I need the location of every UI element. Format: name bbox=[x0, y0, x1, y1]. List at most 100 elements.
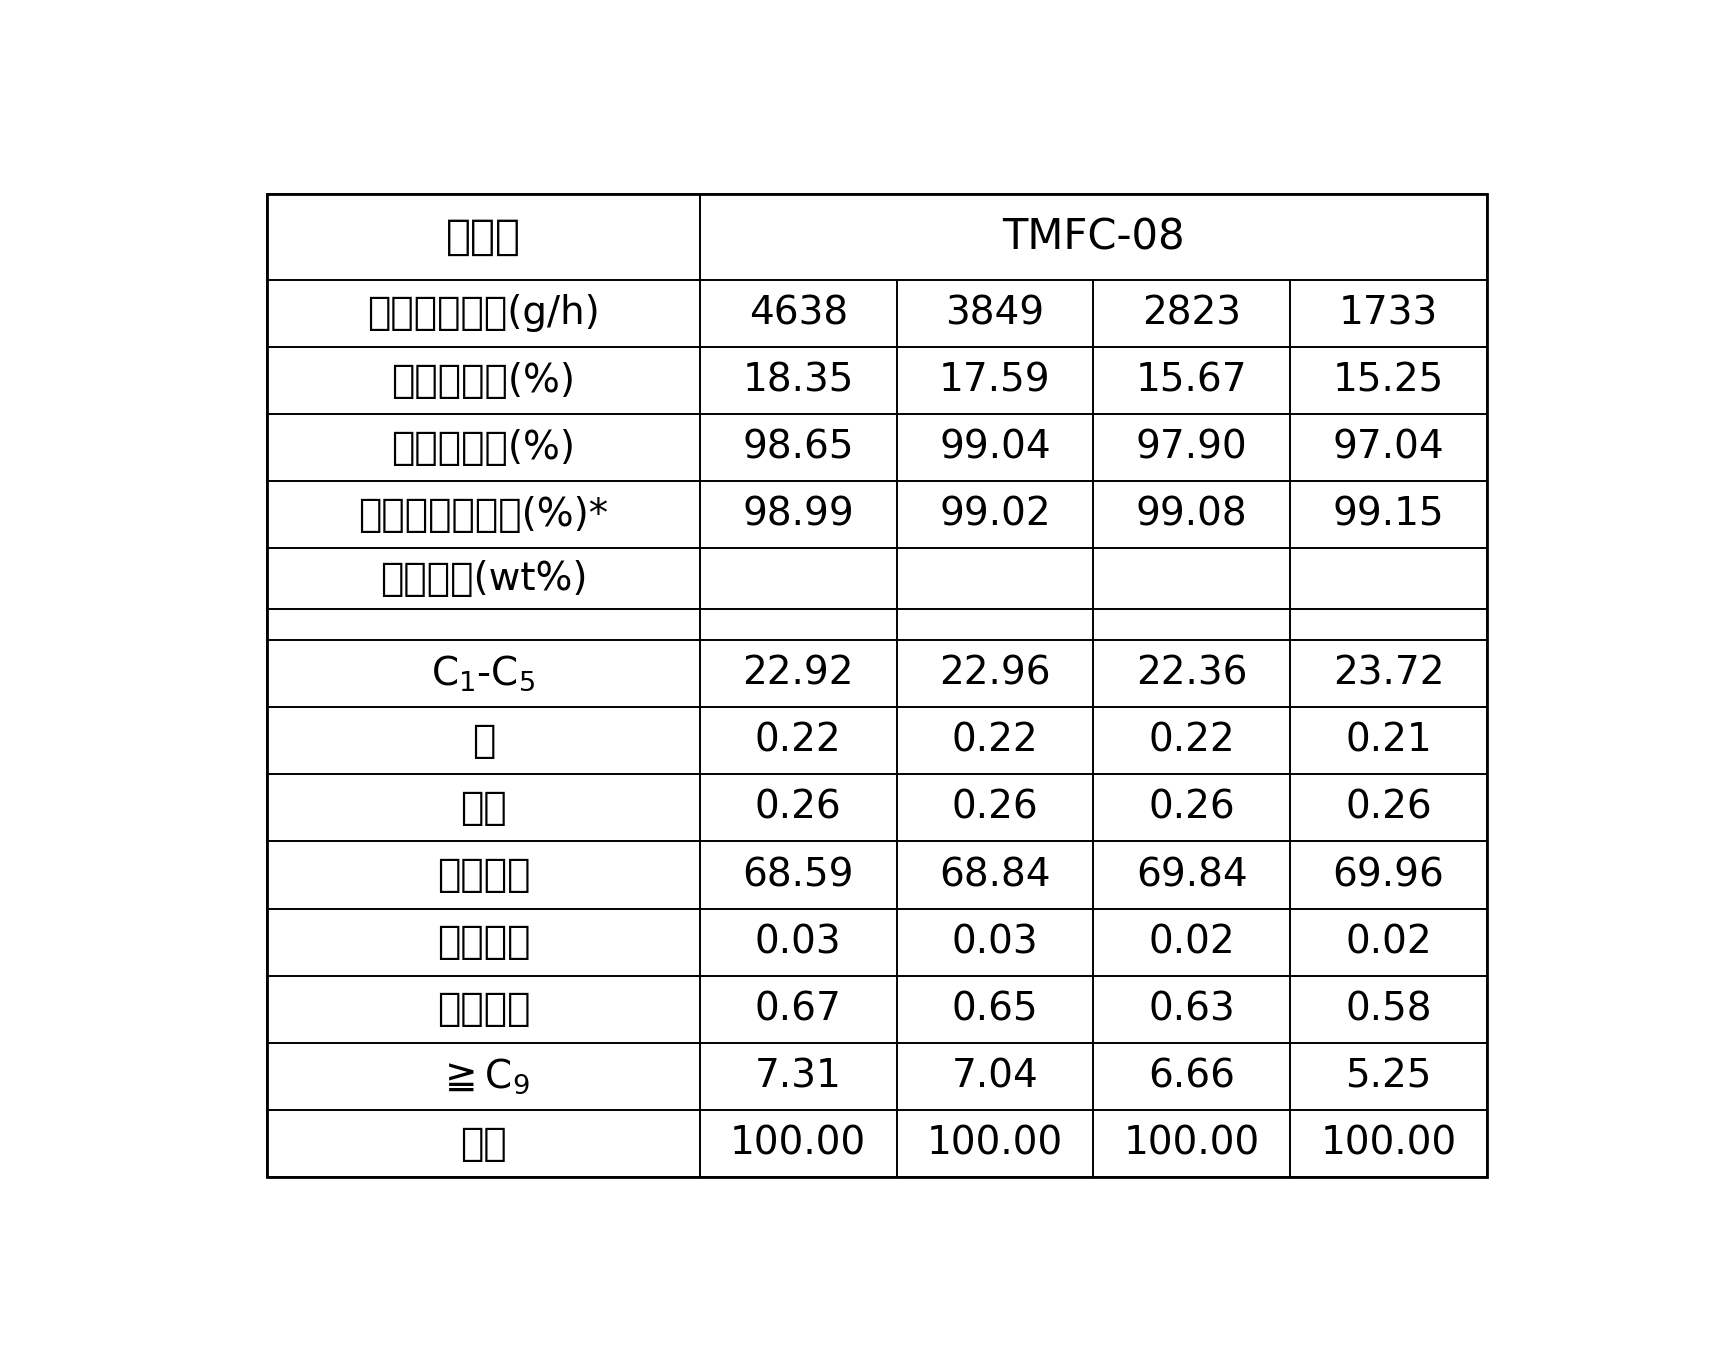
Bar bbox=[1290, 481, 1487, 549]
Text: 2823: 2823 bbox=[1143, 295, 1240, 333]
Bar bbox=[1093, 280, 1290, 346]
Bar bbox=[267, 346, 700, 414]
Bar bbox=[1093, 774, 1290, 842]
Bar bbox=[897, 346, 1093, 414]
Bar bbox=[267, 414, 700, 481]
Bar bbox=[267, 194, 700, 280]
Bar bbox=[1290, 976, 1487, 1043]
Bar bbox=[1290, 774, 1487, 842]
Bar bbox=[897, 976, 1093, 1043]
Bar bbox=[897, 414, 1093, 481]
Bar bbox=[1093, 842, 1290, 909]
Bar bbox=[1093, 708, 1290, 774]
Text: 18.35: 18.35 bbox=[743, 361, 854, 399]
Text: 甲醇转化率(%): 甲醇转化率(%) bbox=[392, 429, 575, 467]
Bar bbox=[267, 481, 700, 549]
Text: 0.63: 0.63 bbox=[1148, 990, 1235, 1028]
Bar bbox=[897, 708, 1093, 774]
Text: 100.00: 100.00 bbox=[1124, 1124, 1259, 1162]
Bar bbox=[267, 708, 700, 774]
Bar bbox=[1093, 346, 1290, 414]
Text: 0.26: 0.26 bbox=[755, 789, 842, 827]
Bar bbox=[1290, 1109, 1487, 1177]
Text: TMFC-08: TMFC-08 bbox=[1003, 216, 1184, 258]
Bar bbox=[1290, 640, 1487, 708]
Text: $\mathregular{C_1}$-$\mathregular{C_5}$: $\mathregular{C_1}$-$\mathregular{C_5}$ bbox=[431, 653, 536, 694]
Text: 7.04: 7.04 bbox=[951, 1058, 1039, 1096]
Bar bbox=[700, 280, 897, 346]
Text: 0.26: 0.26 bbox=[1345, 789, 1432, 827]
Text: 99.15: 99.15 bbox=[1333, 496, 1444, 534]
Bar bbox=[700, 640, 897, 708]
Text: 间二甲苯: 间二甲苯 bbox=[436, 923, 530, 961]
Bar bbox=[1093, 414, 1290, 481]
Text: 100.00: 100.00 bbox=[731, 1124, 866, 1162]
Text: 98.65: 98.65 bbox=[743, 429, 854, 467]
Bar bbox=[700, 842, 897, 909]
Text: 0.21: 0.21 bbox=[1345, 721, 1432, 759]
Bar bbox=[897, 1043, 1093, 1109]
Bar bbox=[1093, 549, 1290, 610]
Bar bbox=[267, 1043, 700, 1109]
Text: $\geqq \mathregular{C_9}$: $\geqq \mathregular{C_9}$ bbox=[436, 1057, 530, 1096]
Text: 1733: 1733 bbox=[1338, 295, 1439, 333]
Bar bbox=[1290, 346, 1487, 414]
Text: 6.66: 6.66 bbox=[1148, 1058, 1235, 1096]
Bar bbox=[1093, 640, 1290, 708]
Bar bbox=[267, 842, 700, 909]
Text: 97.04: 97.04 bbox=[1333, 429, 1444, 467]
Text: 68.59: 68.59 bbox=[743, 856, 854, 894]
Text: 3849: 3849 bbox=[946, 295, 1044, 333]
Bar bbox=[700, 1043, 897, 1109]
Text: 乙苯: 乙苯 bbox=[460, 789, 506, 827]
Text: 4638: 4638 bbox=[749, 295, 847, 333]
Text: 对二甲苯选择性(%)*: 对二甲苯选择性(%)* bbox=[358, 496, 609, 534]
Text: 69.84: 69.84 bbox=[1136, 856, 1247, 894]
Text: 0.03: 0.03 bbox=[951, 923, 1039, 961]
Text: 97.90: 97.90 bbox=[1136, 429, 1247, 467]
Bar bbox=[267, 280, 700, 346]
Text: 5.25: 5.25 bbox=[1345, 1058, 1432, 1096]
Bar bbox=[1290, 610, 1487, 640]
Bar bbox=[1290, 842, 1487, 909]
Text: 100.00: 100.00 bbox=[927, 1124, 1063, 1162]
Bar bbox=[267, 909, 700, 976]
Bar bbox=[1093, 481, 1290, 549]
Bar bbox=[700, 708, 897, 774]
Bar bbox=[1290, 1043, 1487, 1109]
Text: 17.59: 17.59 bbox=[939, 361, 1051, 399]
Text: 22.36: 22.36 bbox=[1136, 655, 1247, 693]
Bar bbox=[1290, 414, 1487, 481]
Text: 合计: 合计 bbox=[460, 1124, 506, 1162]
Text: 15.25: 15.25 bbox=[1333, 361, 1444, 399]
Text: 15.67: 15.67 bbox=[1136, 361, 1247, 399]
Bar bbox=[700, 481, 897, 549]
Bar bbox=[700, 610, 897, 640]
Text: 甲苯转化率(%): 甲苯转化率(%) bbox=[392, 361, 575, 399]
Bar bbox=[267, 640, 700, 708]
Text: 99.08: 99.08 bbox=[1136, 496, 1247, 534]
Text: 0.58: 0.58 bbox=[1345, 990, 1432, 1028]
Bar bbox=[1093, 1109, 1290, 1177]
Text: 69.96: 69.96 bbox=[1333, 856, 1444, 894]
Bar bbox=[897, 280, 1093, 346]
Bar bbox=[897, 842, 1093, 909]
Text: 99.04: 99.04 bbox=[939, 429, 1051, 467]
Text: 99.02: 99.02 bbox=[939, 496, 1051, 534]
Bar bbox=[700, 194, 1487, 280]
Text: 0.22: 0.22 bbox=[755, 721, 842, 759]
Bar bbox=[1290, 549, 1487, 610]
Bar bbox=[1093, 1043, 1290, 1109]
Bar bbox=[897, 1109, 1093, 1177]
Text: 苯: 苯 bbox=[472, 721, 494, 759]
Bar bbox=[267, 774, 700, 842]
Text: 0.22: 0.22 bbox=[1148, 721, 1235, 759]
Text: 22.96: 22.96 bbox=[939, 655, 1051, 693]
Text: 催化剂: 催化剂 bbox=[447, 216, 520, 258]
Bar bbox=[1093, 610, 1290, 640]
Text: 100.00: 100.00 bbox=[1321, 1124, 1456, 1162]
Text: 产物分布(wt%): 产物分布(wt%) bbox=[380, 559, 587, 598]
Text: 对二甲苯: 对二甲苯 bbox=[436, 856, 530, 894]
Bar bbox=[1290, 280, 1487, 346]
Bar bbox=[897, 640, 1093, 708]
